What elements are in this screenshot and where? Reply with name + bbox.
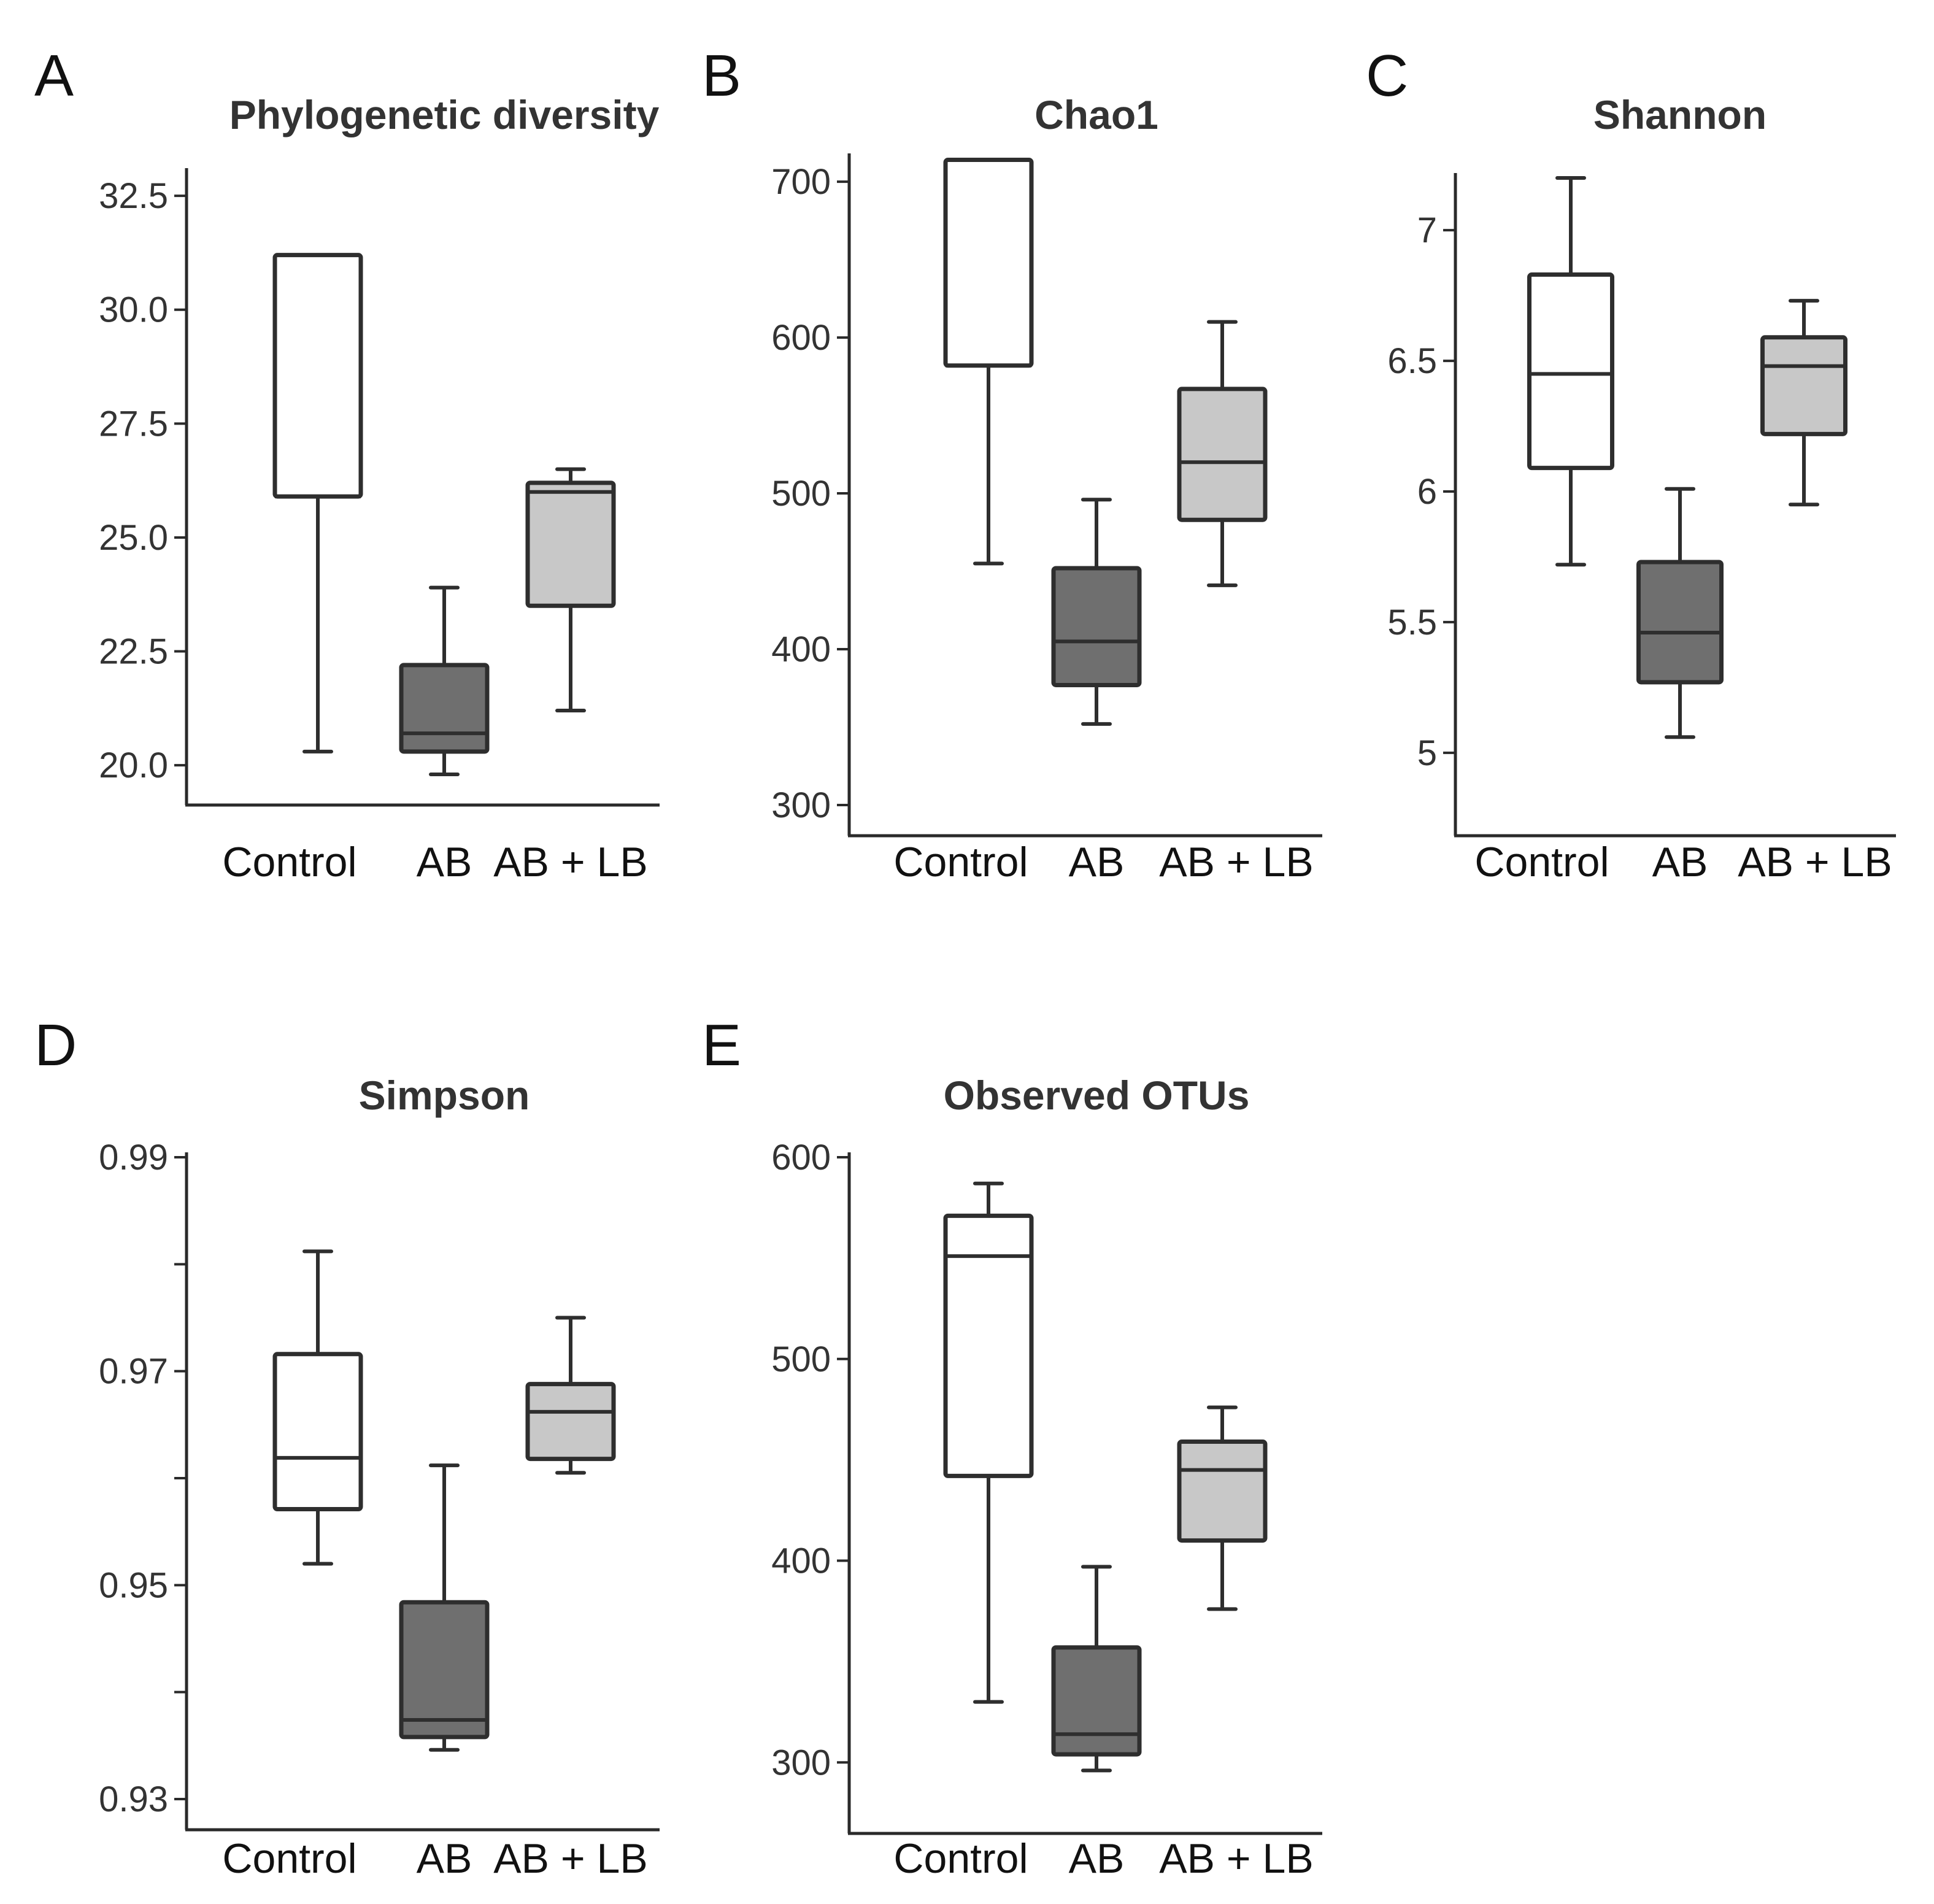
y-tick-label: 20.0	[99, 746, 168, 785]
y-tick-label: 500	[771, 474, 831, 514]
panel-d: D Simpson 0.93 0.95 0.97 0.99 Control AB AB + LB	[34, 1012, 660, 1882]
x-category-label: Control	[222, 839, 356, 885]
panel-letter-a: A	[34, 43, 74, 109]
x-category-label: AB	[417, 839, 472, 885]
iqr-box	[272, 253, 363, 499]
x-category-label: Control	[1474, 839, 1609, 885]
box-ab	[1051, 1565, 1142, 1773]
y-tick-label: 500	[771, 1339, 831, 1379]
panel-title-b: Chao1	[1034, 92, 1158, 137]
iqr-box	[525, 1382, 616, 1462]
panel-b: B Chao1 300 400 500 600 700 Control AB AB + LB	[702, 43, 1322, 885]
x-category-label: AB	[1652, 839, 1708, 885]
x-category-label: AB	[1069, 839, 1125, 885]
y-tick-label: 600	[771, 1138, 831, 1177]
y-tick-label: 7	[1417, 210, 1437, 250]
box-ab	[1636, 487, 1724, 739]
y-tick-label: 22.5	[99, 632, 168, 672]
x-category-label: AB + LB	[1738, 839, 1892, 885]
iqr-box	[1051, 1645, 1142, 1757]
box-control	[1527, 176, 1614, 567]
panel-title-d: Simpson	[359, 1073, 530, 1118]
box-control	[943, 1181, 1034, 1704]
box-ab	[399, 1463, 490, 1752]
panel-e: E Observed OTUs 300 400 500 600 Control AB AB + …	[702, 1012, 1322, 1882]
x-category-label: AB	[417, 1835, 472, 1882]
box-ab-lb	[1177, 320, 1268, 587]
iqr-box	[943, 1213, 1034, 1478]
x-category-label: Control	[893, 1835, 1028, 1882]
panel-title-a: Phylogenetic diversity	[229, 92, 660, 137]
y-tick-label: 0.97	[99, 1352, 168, 1392]
y-tick-label: 5	[1417, 733, 1437, 773]
box-ab-lb	[525, 467, 616, 713]
panel-letter-c: C	[1366, 43, 1408, 109]
iqr-box	[399, 663, 490, 754]
y-tick-label: 6.5	[1387, 341, 1437, 381]
panel-c: C Shannon 5 5.5 6 6.5 7 Control AB AB + LB	[1366, 43, 1896, 885]
iqr-box	[1177, 387, 1268, 522]
y-tick-label: 300	[771, 785, 831, 825]
y-tick-label: 0.93	[99, 1779, 168, 1819]
box-ab	[399, 585, 490, 776]
box-ab	[1051, 498, 1142, 726]
panel-title-e: Observed OTUs	[944, 1073, 1250, 1118]
y-tick-label: 25.0	[99, 518, 168, 558]
iqr-box	[1636, 560, 1724, 685]
x-category-label: AB + LB	[493, 839, 647, 885]
y-tick-label: 32.5	[99, 176, 168, 216]
iqr-box	[1177, 1440, 1268, 1543]
box-control	[272, 1249, 363, 1566]
iqr-box	[399, 1600, 490, 1740]
x-category-label: AB + LB	[1159, 1835, 1313, 1882]
box-ab-lb	[525, 1316, 616, 1475]
y-tick-label: 30.0	[99, 290, 168, 330]
y-tick-label: 0.99	[99, 1138, 168, 1177]
x-category-label: AB + LB	[1159, 839, 1313, 885]
y-tick-label: 400	[771, 1541, 831, 1581]
y-tick-label: 700	[771, 162, 831, 202]
panel-title-c: Shannon	[1593, 92, 1766, 137]
iqr-box	[1051, 566, 1142, 687]
panel-letter-d: D	[34, 1012, 77, 1078]
x-category-label: Control	[222, 1835, 356, 1882]
y-tick-label: 600	[771, 318, 831, 358]
iqr-box	[525, 480, 616, 608]
iqr-box	[1760, 335, 1847, 436]
box-control	[943, 158, 1034, 566]
x-category-label: Control	[893, 839, 1028, 885]
iqr-box	[272, 1352, 363, 1512]
x-category-label: AB + LB	[493, 1835, 647, 1882]
y-tick-label: 6	[1417, 472, 1437, 512]
iqr-box	[943, 158, 1034, 368]
y-tick-label: 5.5	[1387, 603, 1437, 642]
y-tick-label: 300	[771, 1743, 831, 1783]
panel-a: A Phylogenetic diversity 20.0 22.5 25.0 27.5 3…	[34, 43, 660, 885]
iqr-box	[1527, 272, 1614, 471]
y-tick-label: 27.5	[99, 404, 168, 444]
y-tick-label: 0.95	[99, 1565, 168, 1605]
y-tick-label: 400	[771, 630, 831, 669]
panel-letter-e: E	[702, 1012, 741, 1078]
box-ab-lb	[1760, 299, 1847, 507]
x-category-label: AB	[1069, 1835, 1125, 1882]
box-control	[272, 253, 363, 754]
box-ab-lb	[1177, 1405, 1268, 1611]
panel-letter-b: B	[702, 43, 741, 109]
